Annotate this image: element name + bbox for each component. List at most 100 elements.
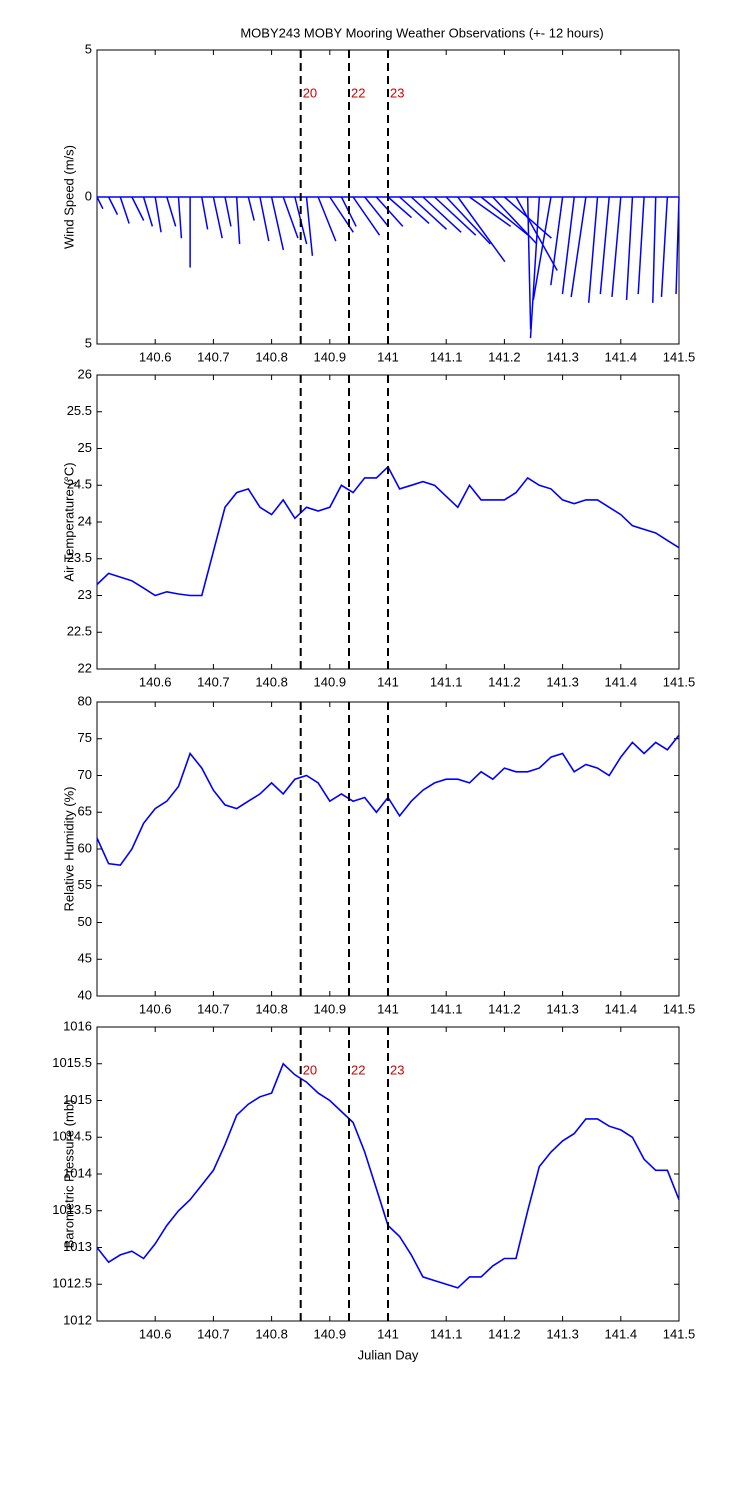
x-tick-label: 141.1 [430,1326,463,1341]
x-tick-label: 141.1 [430,674,463,689]
y-tick-label: 25 [78,440,92,455]
wind-stick [259,196,270,242]
event-label: 23 [390,85,404,100]
wind-stick [247,196,255,221]
x-tick-label: 141.1 [430,1001,463,1016]
wind-stick [270,196,285,251]
event-label: 20 [303,85,317,100]
wind-stick [675,196,680,295]
wind-stick [625,196,634,300]
x-tick-label: 140.9 [314,1326,347,1341]
y-tick-label: 1016 [63,1018,92,1033]
x-tick-label: 141.5 [663,1326,696,1341]
x-tick-label: 141.4 [605,674,638,689]
y-tick-label: 22 [78,660,92,675]
y-tick-label: 80 [78,693,92,708]
y-tick-label: 1013 [63,1239,92,1254]
event-label: 22 [351,1062,365,1077]
wind-stick [166,196,177,227]
x-tick-label: 141.5 [663,349,696,364]
wind-stick [611,196,622,298]
y-tick-label: 5 [85,335,92,350]
chart-title: MOBY243 MOBY Mooring Weather Observation… [240,25,603,40]
x-tick-label: 140.7 [197,349,230,364]
y-axis-label: Air Temperature (°C) [61,462,76,581]
y-tick-label: 1015.5 [52,1055,92,1070]
x-tick-label: 140.8 [255,1326,288,1341]
y-tick-label: 0 [85,188,92,203]
y-tick-label: 23.5 [67,550,92,565]
x-tick-label: 141.4 [605,1001,638,1016]
x-tick-label: 140.9 [314,349,347,364]
x-tick-label: 141.5 [663,1001,696,1016]
x-tick-label: 141.1 [430,349,463,364]
y-tick-label: 24 [78,513,92,528]
y-axis-label: Relative Humidity (%) [61,787,76,912]
y-tick-label: 1012 [63,1312,92,1327]
x-tick-label: 140.6 [139,674,172,689]
x-tick-label: 141.3 [546,674,579,689]
wind-stick [550,196,564,286]
x-tick-label: 140.6 [139,349,172,364]
wind-stick [201,196,209,230]
x-tick-label: 141.2 [488,674,521,689]
wind-stick [570,196,587,298]
wind-stick [660,196,669,298]
x-tick-label: 141.2 [488,349,521,364]
y-tick-label: 1013.5 [52,1202,92,1217]
x-tick-label: 141.3 [546,349,579,364]
wind-stick [131,196,145,221]
wind-stick [532,196,552,301]
wind-stick [434,196,477,236]
y-tick-label: 40 [78,987,92,1002]
y-tick-label: 60 [78,840,92,855]
wind-stick [526,196,532,330]
wind-stick [652,196,657,303]
wind-stick [282,196,299,239]
y-tick-label: 1014.5 [52,1129,92,1144]
x-axis-label: Julian Day [358,1347,419,1362]
y-tick-label: 1014 [63,1165,92,1180]
y-tick-label: 45 [78,951,92,966]
x-tick-label: 140.8 [255,1001,288,1016]
y-tick-label: 75 [78,730,92,745]
x-tick-label: 141.5 [663,674,696,689]
wind-stick [154,196,162,233]
x-tick-label: 140.7 [197,674,230,689]
wind-stick [375,196,404,227]
wind-stick [492,196,538,245]
y-tick-label: 26 [78,366,92,381]
wind-stick [399,196,430,225]
x-tick-label: 141 [377,1001,399,1016]
x-tick-label: 141.4 [605,349,638,364]
y-tick-label: 1012.5 [52,1276,92,1291]
x-tick-label: 140.8 [255,349,288,364]
x-tick-label: 140.8 [255,674,288,689]
event-label: 20 [303,1062,317,1077]
x-tick-label: 141.3 [546,1326,579,1341]
y-tick-label: 5 [85,41,92,56]
y-axis-label: Barometric Pressure (mb) [61,1100,76,1249]
wind-stick [142,196,154,227]
x-tick-label: 141.2 [488,1326,521,1341]
wind-stick [469,196,512,228]
x-tick-label: 141 [377,1326,399,1341]
wind-stick [480,196,529,236]
wind-stick [235,196,241,245]
event-label: 22 [351,85,365,100]
wind-stick [177,196,183,239]
y-tick-label: 55 [78,877,92,892]
event-label: 23 [390,1062,404,1077]
wind-stick [457,196,506,263]
y-tick-label: 1015 [63,1092,92,1107]
x-tick-label: 140.7 [197,1326,230,1341]
wind-stick [96,196,104,210]
x-tick-label: 140.6 [139,1326,172,1341]
y-tick-label: 22.5 [67,624,92,639]
x-tick-label: 140.9 [314,1001,347,1016]
wind-stick [107,196,119,215]
wind-stick [410,196,448,230]
wind-stick [224,196,232,227]
x-tick-label: 141.2 [488,1001,521,1016]
wind-stick [317,196,337,242]
